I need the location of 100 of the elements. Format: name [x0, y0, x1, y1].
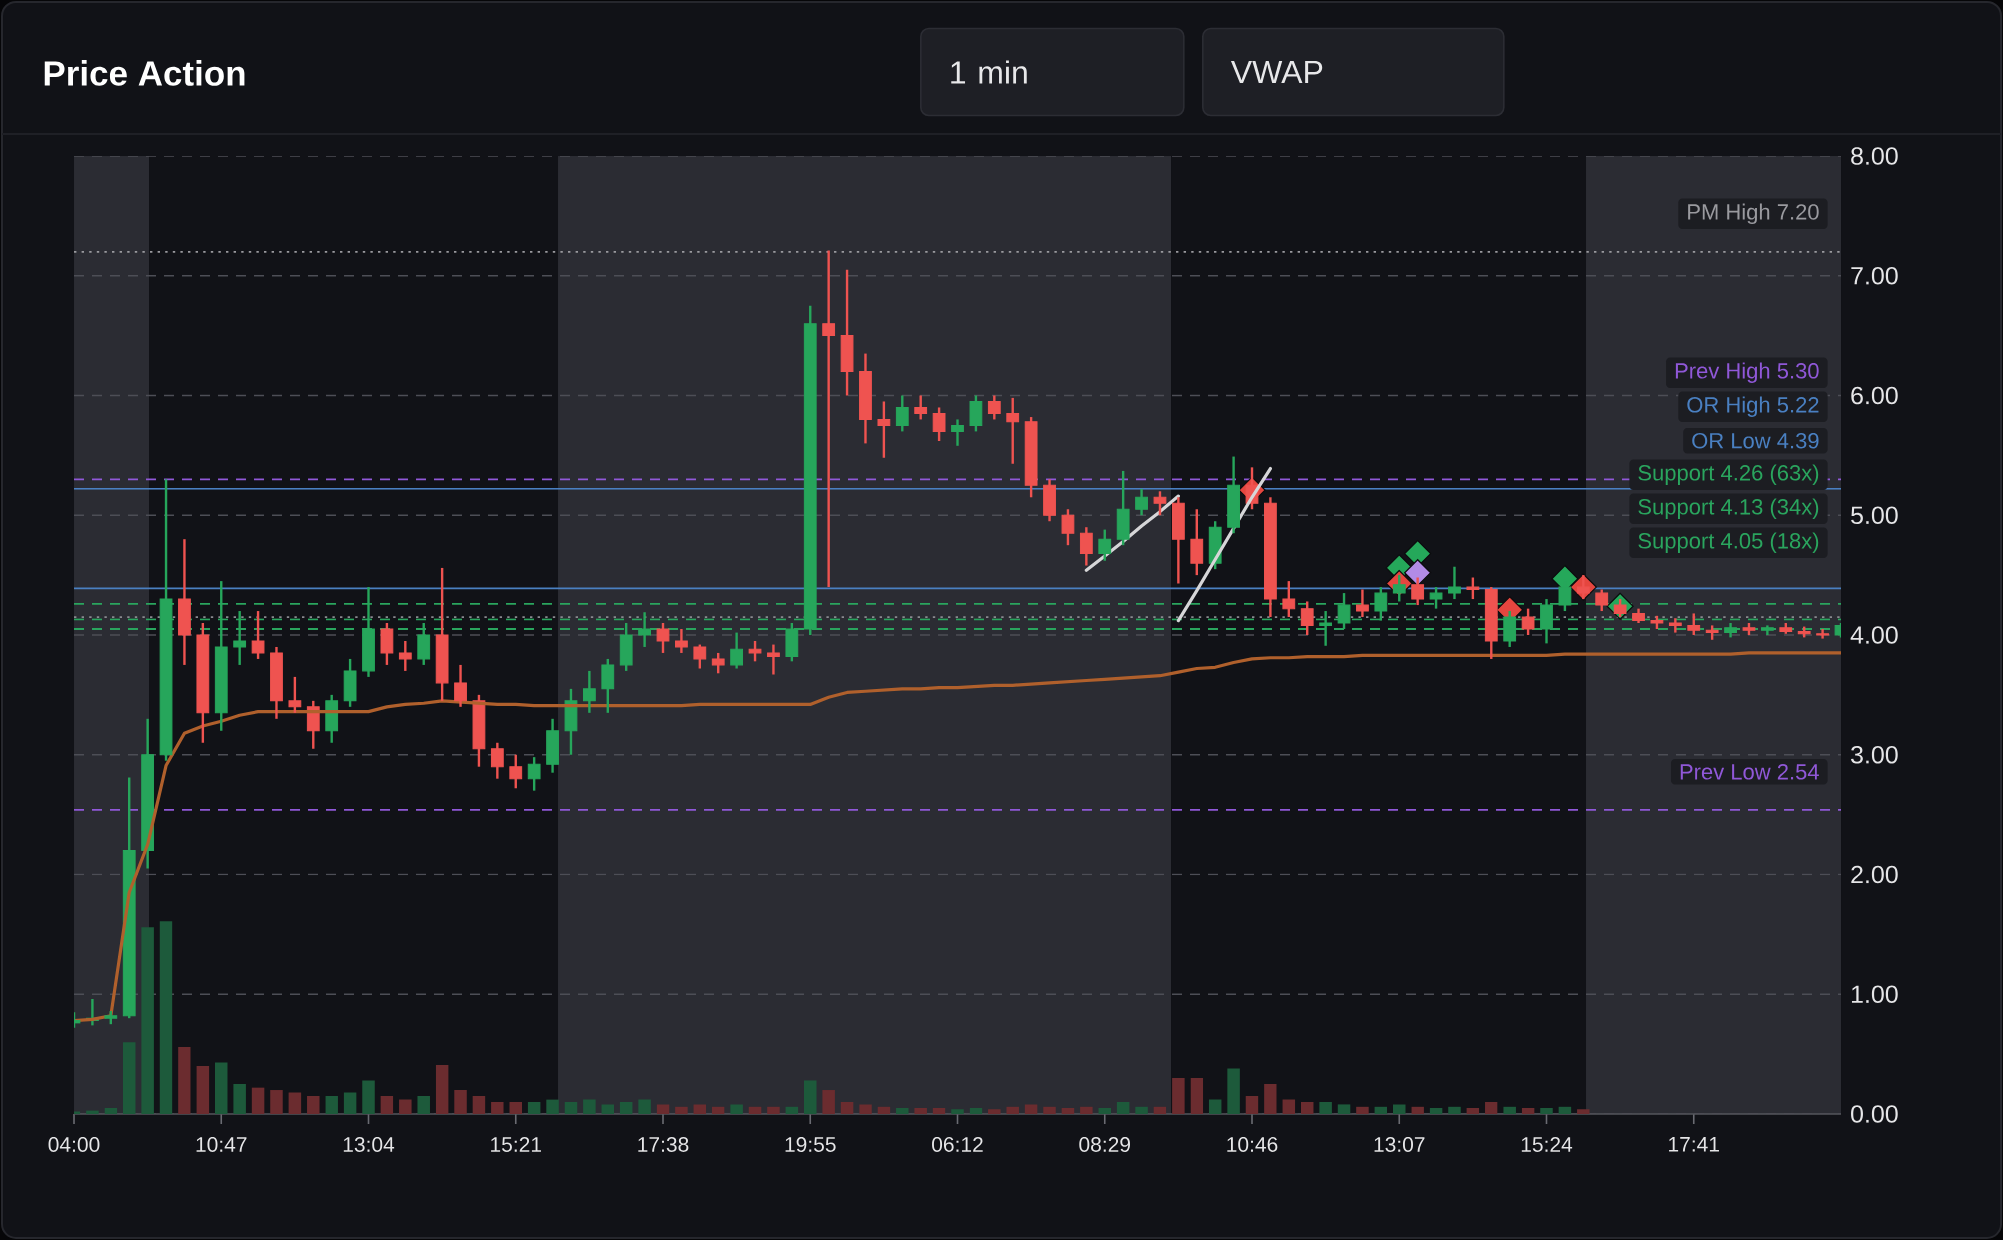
bar: [1577, 1109, 1590, 1114]
bar: [656, 1104, 670, 1114]
bar: [1024, 1104, 1038, 1114]
bar: [877, 1106, 891, 1114]
bar: [859, 1104, 872, 1114]
bar: [1300, 1102, 1314, 1114]
bar: [951, 1109, 964, 1114]
candlestick: [1098, 528, 1112, 562]
x-tick-label: 15:21: [491, 1137, 541, 1152]
bar: [122, 1042, 136, 1114]
candlestick: [951, 418, 964, 447]
bar: [362, 1080, 375, 1114]
bar: [1337, 1104, 1351, 1114]
candlestick: [1153, 490, 1167, 517]
x-tick-label: 13:07: [1374, 1137, 1425, 1152]
candlestick: [1079, 526, 1093, 567]
bar: [1521, 1108, 1535, 1114]
chart-title: Price Action: [44, 60, 245, 86]
bar: [1190, 1078, 1204, 1114]
bar: [1098, 1108, 1112, 1114]
candlestick: [987, 394, 1001, 421]
bar: [178, 1046, 191, 1114]
bar: [104, 1108, 118, 1114]
x-tick-label: 13:04: [343, 1137, 395, 1152]
x-tick-label: 15:24: [1521, 1137, 1573, 1152]
bar: [601, 1104, 615, 1114]
bar: [196, 1066, 210, 1114]
x-tick-label: 06:12: [932, 1137, 983, 1152]
candlestick: [1282, 579, 1296, 619]
candlestick: [1392, 573, 1406, 603]
bar: [1227, 1068, 1240, 1114]
y-tick-label: 2.00: [1851, 865, 1898, 884]
bar: [619, 1102, 633, 1114]
candlestick: [1521, 607, 1535, 637]
candlestick: [1135, 487, 1148, 517]
x-tick-label: 19:55: [785, 1137, 836, 1152]
candlestick: [932, 406, 946, 443]
bar: [141, 927, 154, 1114]
candlestick: [1687, 612, 1701, 637]
bar: [472, 1096, 486, 1114]
bar: [1208, 1099, 1222, 1114]
y-tick-label: 7.00: [1851, 266, 1898, 285]
bar: [730, 1104, 743, 1114]
candlestick: [1006, 396, 1020, 465]
candlestick: [582, 669, 596, 715]
ref-line-label: Prev Low 2.54: [1680, 764, 1819, 780]
bar: [233, 1084, 246, 1114]
bar: [1374, 1106, 1388, 1114]
bar: [546, 1099, 559, 1114]
bar: [1356, 1106, 1369, 1114]
candlestick: [1061, 508, 1075, 547]
bar: [564, 1102, 578, 1114]
bar: [307, 1096, 320, 1114]
bar: [1503, 1106, 1516, 1114]
ref-line-label: Prev High 5.30: [1675, 362, 1819, 383]
bar: [1319, 1102, 1332, 1114]
bar: [785, 1106, 799, 1114]
bar: [1392, 1104, 1406, 1114]
bar: [693, 1104, 707, 1114]
bar: [1172, 1078, 1185, 1114]
bar: [748, 1106, 762, 1114]
bar: [1061, 1108, 1075, 1114]
candlestick: [1816, 627, 1829, 640]
bar: [1429, 1108, 1443, 1114]
text: VWAP: [1230, 60, 1323, 83]
candlestick: [711, 651, 725, 675]
bar: [988, 1109, 1001, 1114]
candlestick: [914, 394, 928, 421]
x-tick-label: 04:00: [48, 1137, 100, 1152]
bar: [767, 1106, 780, 1114]
bar: [1448, 1106, 1461, 1114]
bar: [638, 1099, 651, 1114]
line-series: [1176, 466, 1273, 623]
ref-line-label: OR Low 4.39: [1692, 432, 1819, 449]
bar: [214, 1062, 228, 1114]
candlestick: [1466, 576, 1480, 601]
bar: [1116, 1102, 1130, 1114]
y-tick-label: 4.00: [1850, 626, 1898, 644]
x-tick-label: 10:46: [1227, 1137, 1278, 1152]
y-tick-label: 0.00: [1851, 1105, 1898, 1123]
bar: [399, 1099, 412, 1114]
candlestick: [748, 639, 762, 663]
ref-line-label: OR High 5.22: [1687, 396, 1819, 417]
bar: [1466, 1108, 1480, 1114]
y-tick-label: 5.00: [1851, 506, 1898, 525]
bar: [491, 1102, 504, 1114]
x-tick-label: 08:29: [1079, 1137, 1131, 1152]
bar: [583, 1099, 596, 1114]
bar: [1558, 1106, 1572, 1114]
candlestick: [1190, 508, 1204, 577]
bar: [509, 1102, 523, 1114]
candlestick: [306, 699, 320, 750]
y-tick-label: 8.00: [1851, 147, 1898, 165]
bar: [1540, 1108, 1553, 1114]
candlestick: [1595, 588, 1609, 613]
bar: [914, 1108, 927, 1114]
bar: [343, 1092, 357, 1114]
candlestick: [1411, 576, 1425, 607]
x-tick-label: 10:47: [196, 1137, 247, 1152]
y-tick-label: 1.00: [1851, 985, 1898, 1004]
